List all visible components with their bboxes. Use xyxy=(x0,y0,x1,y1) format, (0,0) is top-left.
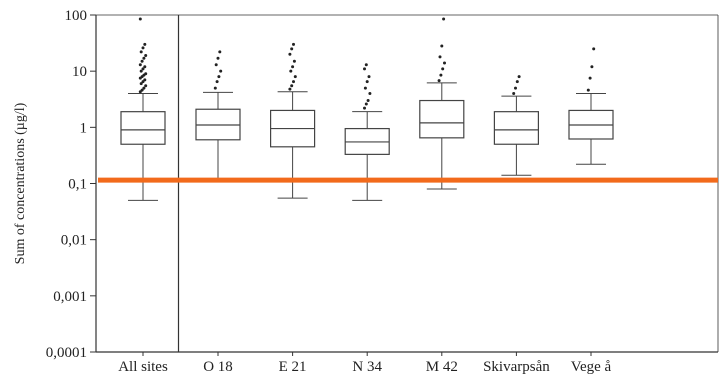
outlier-point xyxy=(144,72,148,76)
outlier-point xyxy=(590,65,594,69)
y-tick-label: 10 xyxy=(72,64,87,80)
outlier-point xyxy=(138,63,142,67)
box-all-sites xyxy=(120,17,166,201)
outlier-point xyxy=(289,69,293,73)
box-m-42 xyxy=(419,17,465,190)
plot-frame xyxy=(95,14,719,353)
outlier-point xyxy=(364,63,368,67)
outlier-point xyxy=(144,54,148,58)
outlier-point xyxy=(438,55,442,59)
x-axis: All sites O 18 E 21 N 34 M 42 Skivarpsån Vege … xyxy=(118,352,612,375)
iqr-box xyxy=(419,99,465,139)
outlier-point xyxy=(140,59,144,63)
outlier-point xyxy=(365,80,369,84)
outlier-point xyxy=(138,17,142,21)
outlier-point xyxy=(512,92,516,96)
y-tick-label: 0,1 xyxy=(68,177,87,193)
outlier-point xyxy=(288,52,292,56)
iqr-box xyxy=(120,111,166,145)
outlier-point xyxy=(367,75,371,79)
outlier-point xyxy=(291,65,295,69)
outlier-point xyxy=(368,92,372,96)
outlier-point xyxy=(517,75,521,79)
x-category-label: N 34 xyxy=(352,359,382,375)
outlier-point xyxy=(439,73,443,77)
box-o-18 xyxy=(195,50,241,180)
x-category-label: Skivarpsån xyxy=(483,359,550,375)
outlier-point xyxy=(140,88,144,92)
y-axis-label: Sum of concentrations (µg/l) xyxy=(13,102,28,264)
outlier-point xyxy=(143,42,147,46)
outlier-point xyxy=(441,67,445,71)
outlier-point xyxy=(144,84,148,88)
outlier-point xyxy=(141,67,145,71)
x-category-label: Vege å xyxy=(571,359,612,375)
y-tick-label: 100 xyxy=(65,8,88,24)
outlier-point xyxy=(292,59,296,63)
outlier-point xyxy=(142,86,146,90)
outlier-point xyxy=(366,99,370,103)
outlier-point xyxy=(588,76,592,80)
outlier-point xyxy=(515,80,519,84)
outlier-point xyxy=(514,86,517,90)
iqr-box xyxy=(493,111,539,145)
outlier-point xyxy=(143,65,147,69)
outlier-point xyxy=(141,46,145,50)
outlier-point xyxy=(363,86,367,90)
boxes xyxy=(120,17,614,201)
box-vege- xyxy=(568,47,614,165)
x-category-label: M 42 xyxy=(426,359,458,375)
y-tick-label: 0,0001 xyxy=(46,345,87,361)
outlier-point xyxy=(437,79,441,83)
outlier-point xyxy=(216,56,220,60)
outlier-point xyxy=(290,84,294,88)
box-n-34 xyxy=(344,63,390,201)
outlier-point xyxy=(215,80,219,84)
y-tick-label: 0,001 xyxy=(53,289,87,305)
outlier-point xyxy=(214,63,218,67)
outlier-point xyxy=(292,42,295,46)
outlier-point xyxy=(143,78,147,82)
outlier-point xyxy=(290,47,294,51)
outlier-point xyxy=(213,86,217,90)
outlier-point xyxy=(363,106,366,110)
outlier-point xyxy=(363,67,366,71)
outlier-point xyxy=(364,102,368,106)
outlier-point xyxy=(440,44,444,48)
outlier-point xyxy=(218,50,222,54)
box-skivarps-n xyxy=(493,75,539,176)
outlier-point xyxy=(292,80,295,84)
outlier-point xyxy=(293,75,297,79)
outlier-point xyxy=(217,75,221,79)
y-axis: 0,0001 0,001 0,01 0,1 1 10 100 xyxy=(46,8,96,361)
outlier-point xyxy=(442,17,446,21)
outlier-point xyxy=(219,69,223,73)
y-tick-label: 0,01 xyxy=(61,233,87,249)
x-category-label: O 18 xyxy=(203,359,233,375)
outlier-point xyxy=(586,88,590,92)
y-tick-label: 1 xyxy=(80,120,88,136)
outlier-point xyxy=(142,56,146,60)
outlier-point xyxy=(288,87,292,91)
outlier-point xyxy=(139,82,143,86)
box-e-21 xyxy=(270,42,316,199)
outlier-point xyxy=(139,69,143,73)
outlier-point xyxy=(443,61,446,65)
x-category-label: All sites xyxy=(118,359,168,375)
outlier-point xyxy=(139,50,143,54)
x-category-label: E 21 xyxy=(279,359,307,375)
outlier-point xyxy=(592,47,596,51)
